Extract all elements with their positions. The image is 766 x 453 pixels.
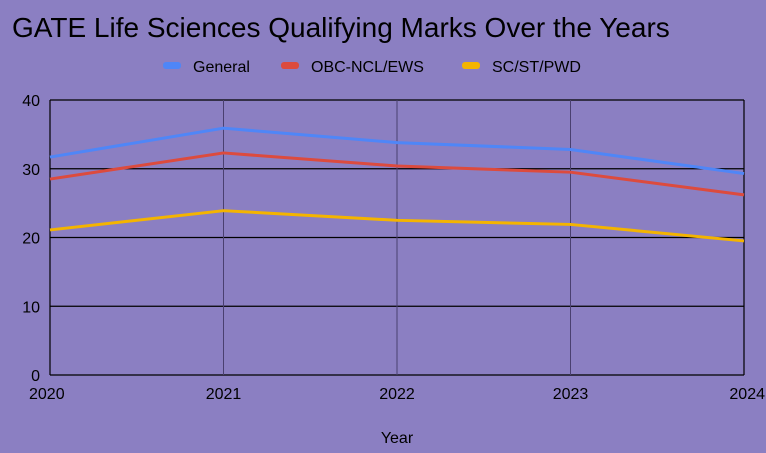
legend-swatch [281, 62, 299, 69]
y-tick-label: 20 [22, 231, 40, 248]
y-tick-label: 0 [31, 368, 40, 385]
legend-swatch [462, 62, 480, 69]
x-tick-label: 2023 [553, 386, 589, 403]
legend-label: OBC-NCL/EWS [311, 59, 424, 76]
y-tick-label: 30 [22, 162, 40, 179]
legend-item: SC/ST/PWD [462, 59, 581, 76]
x-tick-label: 2022 [379, 386, 415, 403]
x-tick-label: 2024 [729, 386, 765, 403]
gridlines [49, 99, 745, 376]
y-tick-label: 10 [22, 299, 40, 316]
legend-item: General [163, 59, 250, 76]
x-axis-ticks: 2020 2021 2022 2023 2024 [29, 386, 765, 403]
legend-item: OBC-NCL/EWS [281, 59, 424, 76]
legend: General OBC-NCL/EWS SC/ST/PWD [163, 59, 581, 76]
legend-label: SC/ST/PWD [492, 59, 581, 76]
y-tick-label: 40 [22, 93, 40, 110]
series-line-general [49, 126, 745, 176]
series-line-sc-st-pwd [49, 209, 745, 243]
y-axis-ticks: 0 10 20 30 40 [22, 93, 40, 385]
series-line-obc-ncl-ews [49, 151, 745, 197]
legend-swatch [163, 62, 181, 69]
chart-title: GATE Life Sciences Qualifying Marks Over… [12, 12, 670, 43]
x-tick-label: 2021 [206, 386, 242, 403]
legend-label: General [193, 59, 250, 76]
x-tick-label: 2020 [29, 386, 65, 403]
series-lines [49, 126, 745, 243]
x-axis-label: Year [381, 430, 414, 447]
